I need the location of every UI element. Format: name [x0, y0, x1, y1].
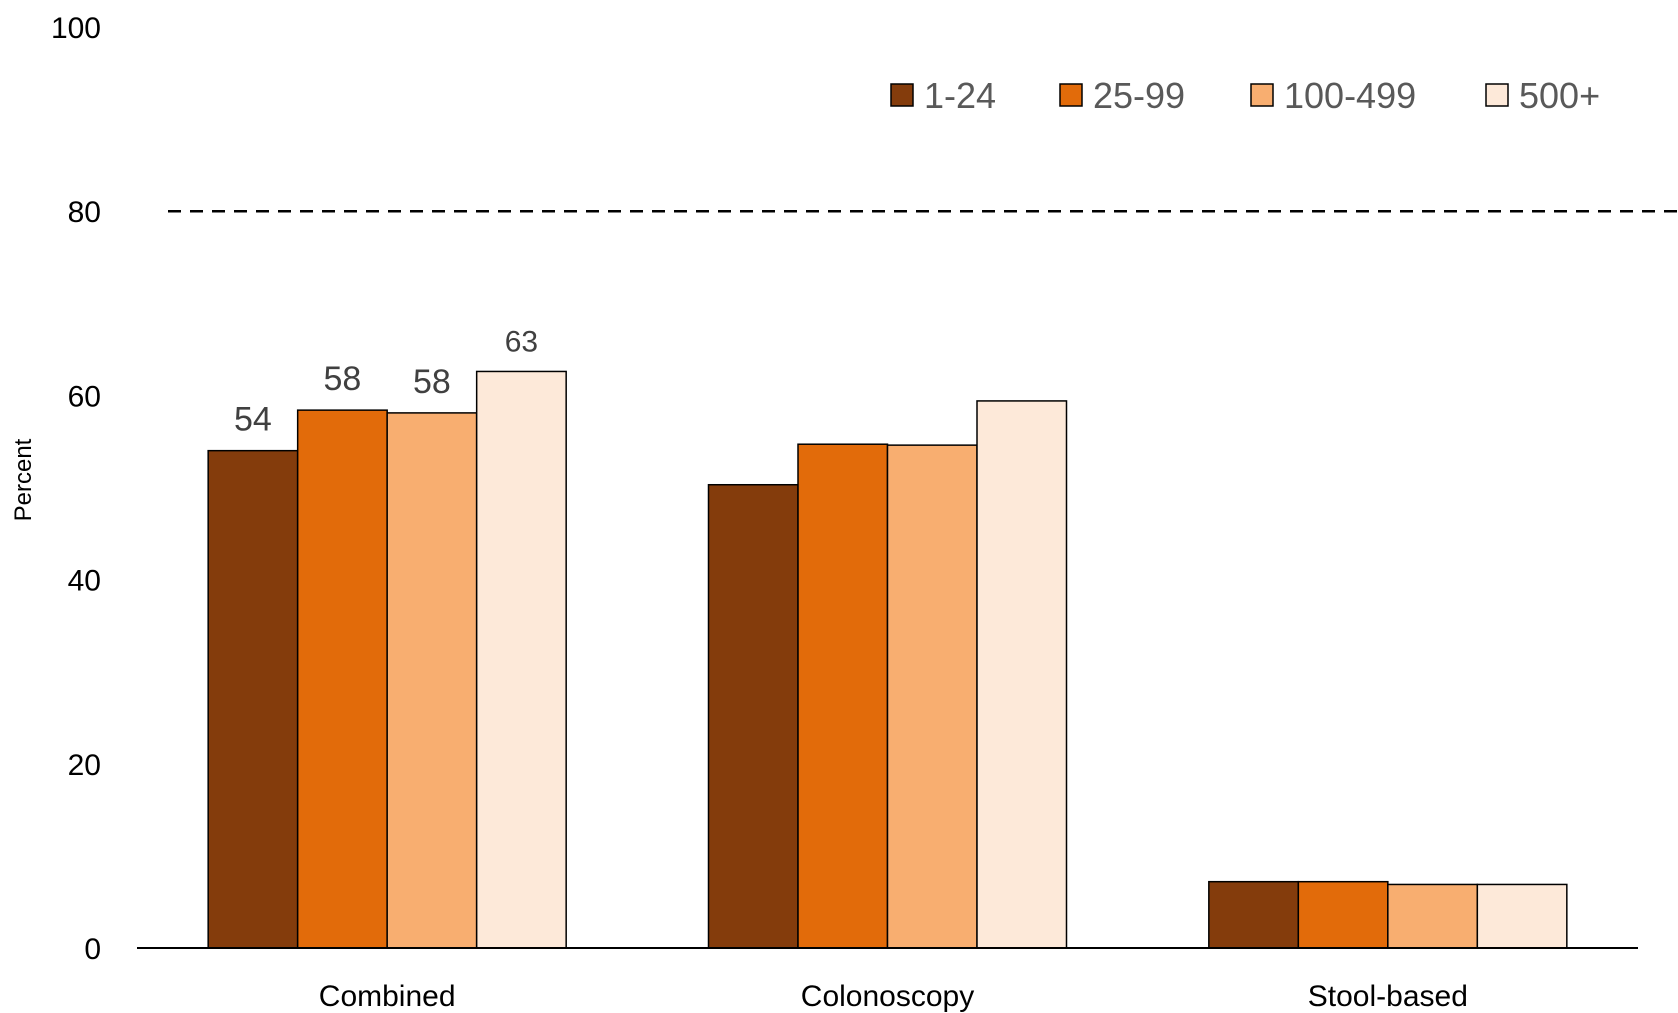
bars — [207, 370, 1568, 949]
bar-1-24-combined — [207, 449, 299, 949]
y-tick-label: 40 — [68, 565, 101, 598]
bar-25-99-colonoscopy — [797, 443, 889, 949]
y-tick-labels: 0 20 40 60 80 100 — [51, 12, 101, 966]
bar-100-499-combined — [386, 412, 478, 949]
y-tick-label: 60 — [68, 380, 101, 413]
data-label: 63 — [505, 325, 538, 358]
data-label: 54 — [234, 401, 272, 439]
y-tick-label: 20 — [68, 749, 101, 782]
data-label: 58 — [413, 363, 451, 401]
bar-1-24-colonoscopy — [707, 483, 799, 949]
bar-25-99-combined — [296, 409, 388, 949]
y-axis-title-group: Percent — [10, 438, 37, 521]
bar-500+-colonoscopy — [976, 400, 1068, 949]
data-labels: 54 58 58 63 — [234, 325, 538, 438]
y-axis-title: Percent — [10, 438, 37, 521]
category-label: Stool-based — [1308, 980, 1468, 1013]
legend-label: 100-499 — [1284, 75, 1416, 116]
bar-500+-combined — [475, 370, 567, 949]
bar-1-24-stool-based — [1208, 880, 1300, 949]
bar-25-99-stool-based — [1297, 880, 1389, 949]
category-label: Colonoscopy — [801, 980, 974, 1013]
data-label: 58 — [324, 360, 362, 398]
y-tick-label: 0 — [84, 933, 101, 966]
legend-swatch-500+ — [1485, 83, 1509, 107]
legend-swatch-100-499 — [1250, 83, 1274, 107]
category-label: Combined — [319, 980, 456, 1013]
category-labels: Combined Colonoscopy Stool-based — [319, 980, 1468, 1013]
bar-100-499-stool-based — [1387, 883, 1479, 949]
y-tick-label: 80 — [68, 196, 101, 229]
legend-swatch-25-99 — [1059, 83, 1083, 107]
legend-label: 25-99 — [1093, 75, 1185, 116]
bar-500+-stool-based — [1476, 883, 1568, 949]
legend-swatch-1-24 — [890, 83, 914, 107]
legend-label: 500+ — [1519, 75, 1600, 116]
legend: 1-24 25-99 100-499 500+ — [890, 75, 1600, 116]
legend-label: 1-24 — [924, 75, 996, 116]
y-tick-label: 100 — [51, 12, 101, 45]
bar-100-499-colonoscopy — [886, 444, 978, 949]
